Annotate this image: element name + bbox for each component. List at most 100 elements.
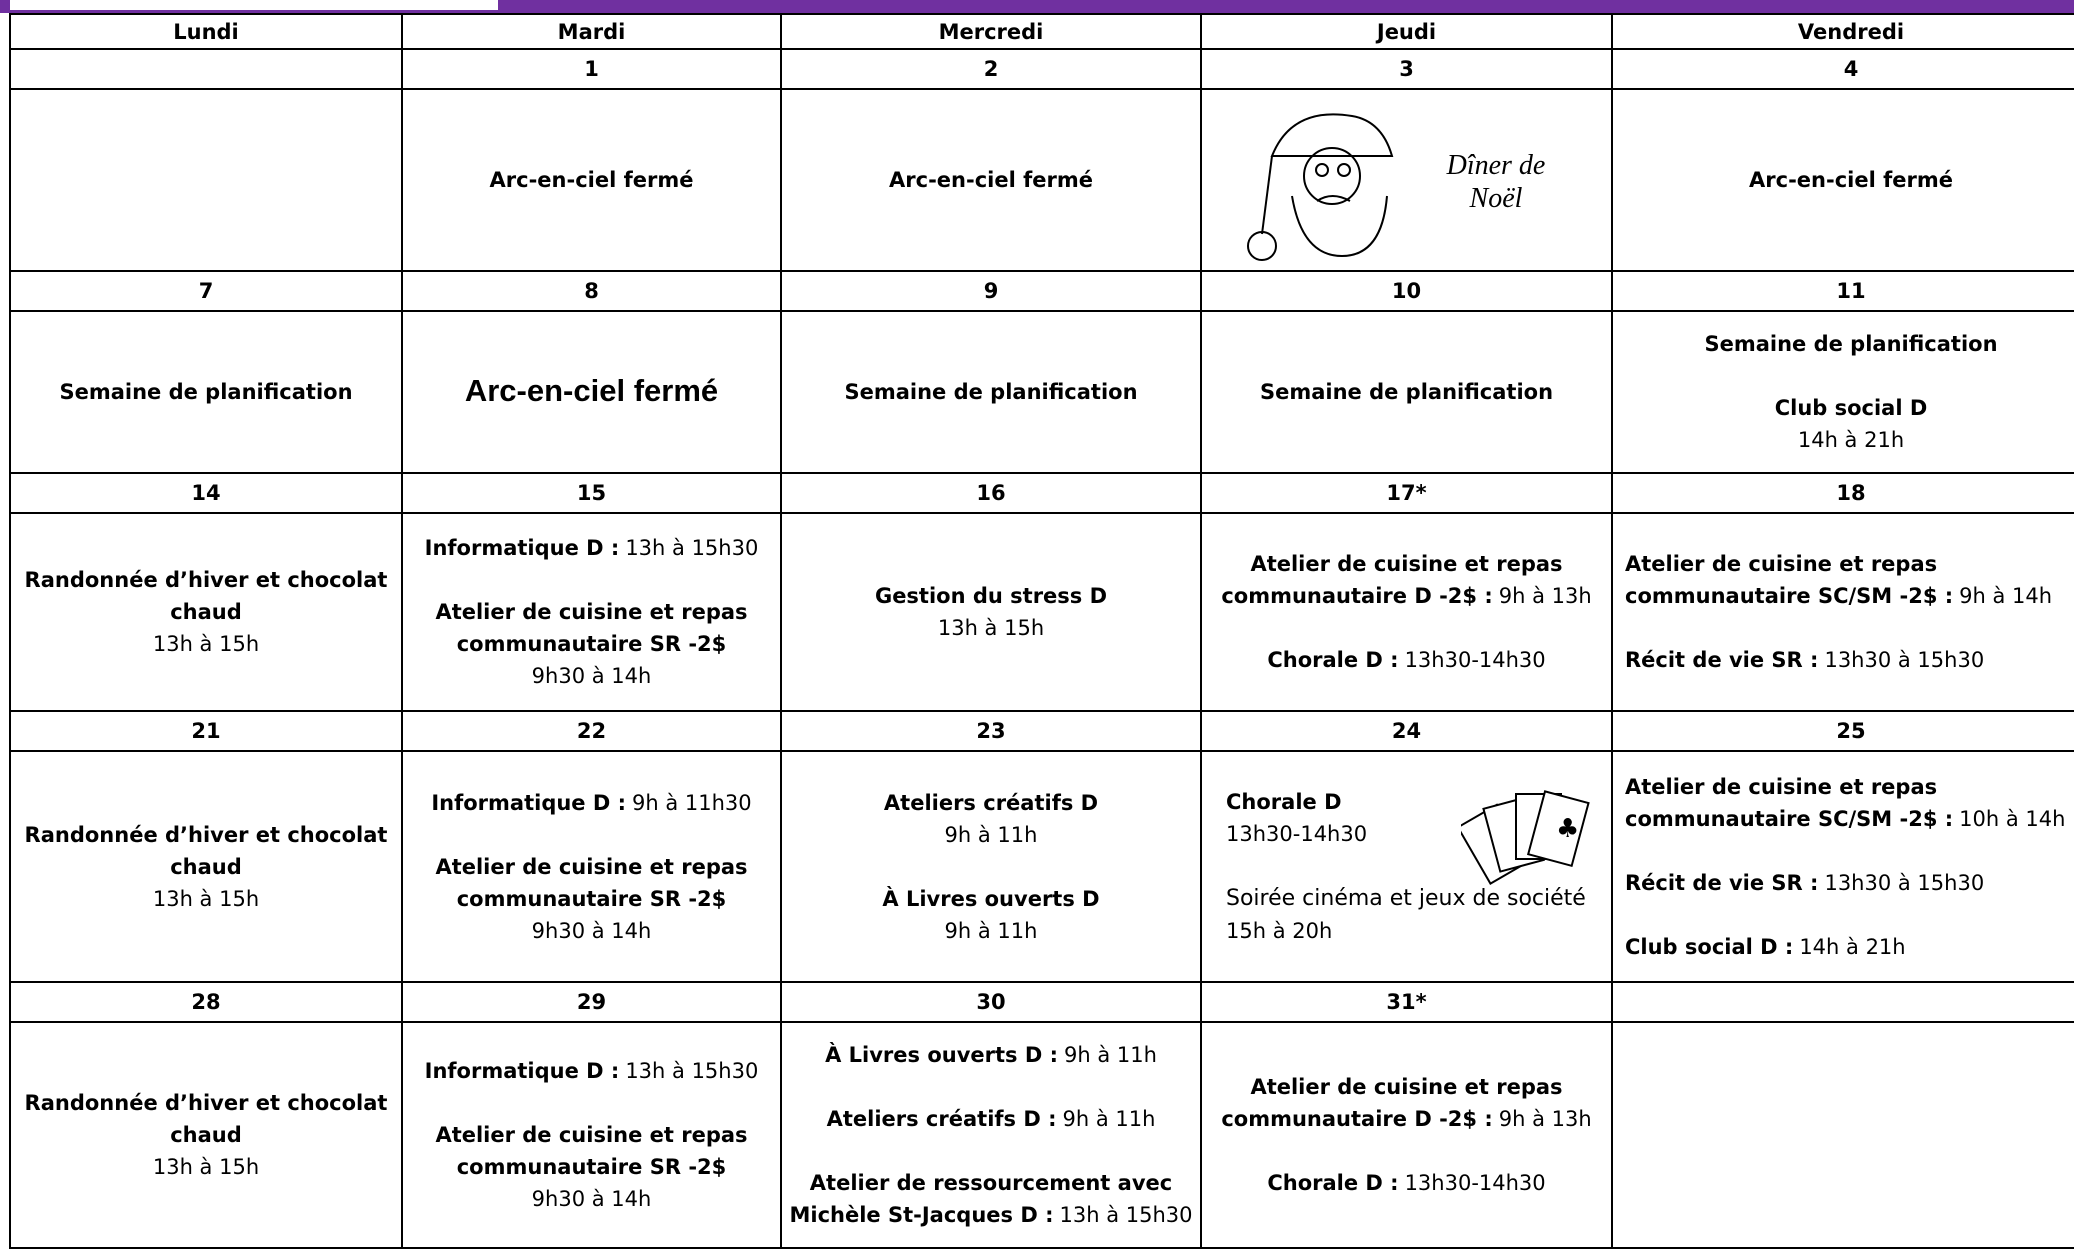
- date: 16: [780, 472, 1202, 514]
- activity-time: 13h à 15h: [937, 616, 1045, 640]
- activity: Semaine de planification: [788, 376, 1194, 408]
- activity-time: 10h à 14h: [1959, 806, 2066, 831]
- line: 13h à 15h: [17, 883, 395, 915]
- activity-time: 13h30 à 15h30: [1824, 870, 1985, 895]
- day-cell: Randonnée d’hiver et chocolat chaud 13h à…: [9, 512, 403, 712]
- date: 9: [780, 270, 1202, 312]
- activity: Informatique D :13h à 15h30: [409, 1055, 774, 1087]
- date-row: 21 22 23 24 25: [9, 710, 2074, 752]
- activity-name: Semaine de planification: [59, 380, 353, 404]
- activity-name: Chorale D :: [1267, 648, 1399, 672]
- line: 9h30 à 14h: [409, 660, 774, 692]
- activity-name: Randonnée d’hiver et chocolat chaud: [24, 568, 388, 624]
- date: 29: [401, 981, 782, 1023]
- day-header-row: Lundi Mardi Mercredi Jeudi Vendredi: [9, 13, 2074, 50]
- date-row: 14 15 16 17* 18: [9, 472, 2074, 514]
- activity: Semaine de planification: [17, 376, 395, 408]
- date: 21: [9, 710, 403, 752]
- day-cell: Dîner de Noël: [1200, 88, 1613, 272]
- activity-name: Arc-en-ciel fermé: [889, 168, 1093, 192]
- line: 13h à 15h: [17, 1151, 395, 1183]
- activity-time: 9h30 à 14h: [531, 1187, 652, 1211]
- activity: Chorale D :13h30-14h30: [1208, 1167, 1605, 1199]
- activity: Atelier de cuisine et repas communautair…: [1625, 548, 2074, 612]
- activity-time: 13h30-14h30: [1226, 822, 1368, 846]
- activity-time: 13h à 15h30: [625, 1059, 759, 1083]
- date: 7: [9, 270, 403, 312]
- line: 9h30 à 14h: [409, 915, 774, 947]
- activity-time: 9h à 14h: [1959, 584, 2053, 608]
- activity: Atelier de cuisine et repas communautair…: [1625, 771, 2074, 835]
- day-name: Mardi: [401, 13, 782, 50]
- activity-name: Atelier de cuisine et repas communautair…: [435, 1123, 748, 1179]
- date: 15: [401, 472, 782, 514]
- activity: Récit de vie SR :13h30 à 15h30: [1625, 867, 2074, 899]
- date: 18: [1611, 472, 2074, 514]
- activity-name: Club social D: [1774, 396, 1928, 420]
- day-cell: Gestion du stress D 13h à 15h: [780, 512, 1202, 712]
- day-cell: Informatique D :13h à 15h30 Atelier de cu…: [401, 1021, 782, 1249]
- activity-time: 13h à 15h30: [625, 536, 759, 560]
- activity-name: Atelier de ressourcement avec Michèle St…: [789, 1171, 1173, 1227]
- activity: Ateliers créatifs D 9h à 11h: [788, 787, 1194, 851]
- day-name: Jeudi: [1200, 13, 1613, 50]
- line: 9h30 à 14h: [409, 1183, 774, 1215]
- activity-name: Informatique D :: [431, 790, 626, 815]
- activity-name: Semaine de planification: [1259, 380, 1554, 404]
- content-row: Semaine de planification Arc-en-ciel ferm…: [9, 310, 2074, 474]
- activity-time: 13h à 15h: [152, 632, 260, 656]
- activity-name: Atelier de cuisine et repas communautair…: [1625, 774, 1954, 831]
- activity-time: 9h à 13h: [1498, 584, 1592, 608]
- activity: Atelier de cuisine et repas communautair…: [409, 851, 774, 947]
- activity-name: Gestion du stress D: [874, 584, 1108, 608]
- activity: Informatique D :9h à 11h30: [409, 787, 774, 819]
- day-cell: [9, 88, 403, 272]
- activity: Ateliers créatifs D :9h à 11h: [788, 1103, 1194, 1135]
- activity-time: 9h à 11h: [1063, 1043, 1157, 1067]
- line: 13h à 15h: [17, 628, 395, 660]
- line: 9h à 11h: [788, 915, 1194, 947]
- day-cell: Semaine de planification: [1200, 310, 1613, 474]
- activity: Chorale D :13h30-14h30: [1208, 644, 1605, 676]
- date: 31*: [1200, 981, 1613, 1023]
- cards-illustration: ♣: [1461, 790, 1590, 885]
- day-cell: Atelier de cuisine et repas communautair…: [1200, 1021, 1613, 1249]
- day-cell: Randonnée d’hiver et chocolat chaud 13h à…: [9, 1021, 403, 1249]
- day-name: Mercredi: [780, 13, 1202, 50]
- day-cell: Atelier de cuisine et repas communautair…: [1611, 512, 2074, 712]
- activity: Atelier de cuisine et repas communautair…: [1208, 1071, 1605, 1135]
- line: 13h30-14h30: [1226, 818, 1605, 850]
- header-box: [10, 0, 498, 10]
- day-cell: Arc-en-ciel fermé: [1611, 88, 2074, 272]
- activity-name: Semaine de planification: [1704, 332, 1998, 356]
- line: 14h à 21h: [1619, 424, 2074, 456]
- activity-name: Récit de vie SR :: [1625, 870, 1819, 895]
- activity: Atelier de cuisine et repas communautair…: [409, 1119, 774, 1215]
- activity-name: Ateliers créatifs D: [883, 790, 1099, 815]
- day-cell: Semaine de planification: [9, 310, 403, 474]
- activity-name: Chorale D: [1226, 790, 1342, 814]
- date: 3: [1200, 48, 1613, 90]
- date: 8: [401, 270, 782, 312]
- activity-name: Randonnée d’hiver et chocolat chaud: [24, 822, 388, 879]
- day-cell: Informatique D :13h à 15h30 Atelier de cu…: [401, 512, 782, 712]
- date: 14: [9, 472, 403, 514]
- activity-time: 9h30 à 14h: [531, 918, 652, 943]
- content-row: Randonnée d’hiver et chocolat chaud 13h à…: [9, 1021, 2074, 1249]
- activity: Atelier de ressourcement avec Michèle St…: [788, 1167, 1194, 1231]
- script-text: Soirée cinéma et jeux de société: [1226, 886, 1586, 911]
- activity: Club social D :14h à 21h: [1625, 931, 2074, 963]
- date: [1611, 981, 2074, 1023]
- activity: Arc-en-ciel fermé: [409, 374, 774, 410]
- date: 10: [1200, 270, 1613, 312]
- date-row: 28 29 30 31*: [9, 981, 2074, 1023]
- date: 23: [780, 710, 1202, 752]
- activity: Arc-en-ciel fermé: [788, 164, 1194, 196]
- day-cell: Arc-en-ciel fermé: [401, 310, 782, 474]
- activity-time: 9h à 13h: [1498, 1107, 1592, 1131]
- line: 15h à 20h: [1226, 915, 1605, 947]
- activity-name: Semaine de planification: [844, 380, 1138, 404]
- activity-time: 9h30 à 14h: [531, 664, 652, 688]
